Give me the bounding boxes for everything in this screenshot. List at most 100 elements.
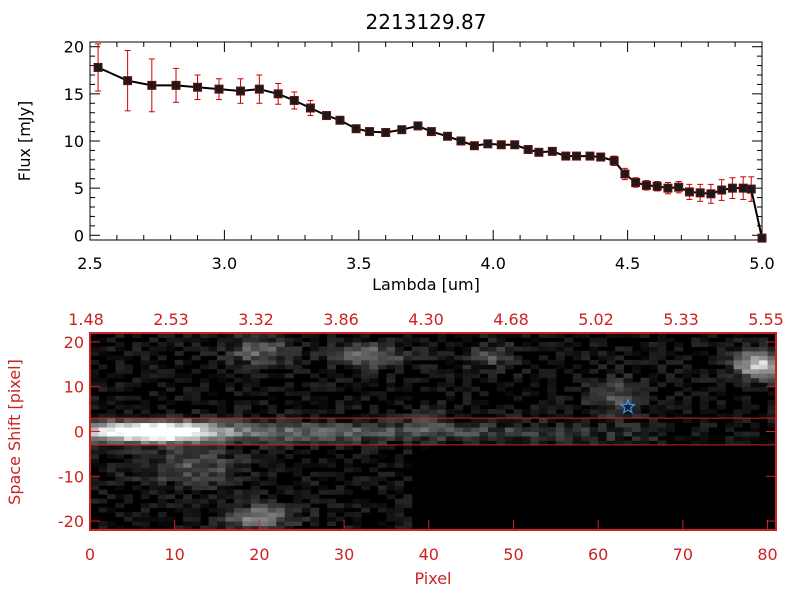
heatmap-cell <box>352 435 362 441</box>
heatmap-cell <box>344 427 354 432</box>
heatmap-cell <box>462 440 472 446</box>
heatmap-cell <box>310 373 320 379</box>
heatmap-cell <box>318 431 328 437</box>
heatmap-cell <box>157 355 167 361</box>
heatmap-cell <box>208 485 218 491</box>
heatmap-cell <box>547 427 557 432</box>
heatmap-cell <box>733 395 743 401</box>
heatmap-cell <box>530 337 540 343</box>
heatmap-cell <box>344 462 354 468</box>
heatmap-cell <box>488 333 498 338</box>
heatmap-cell <box>123 368 133 374</box>
heatmap-cell <box>420 440 430 446</box>
heatmap-cell <box>327 359 337 365</box>
heatmap-cell <box>691 377 701 383</box>
heatmap-cell <box>250 507 260 513</box>
data-point <box>510 140 520 150</box>
heatmap-cell <box>462 346 472 352</box>
heatmap-cell <box>344 422 354 428</box>
bottom-x-tick-label: 80 <box>757 545 777 564</box>
heatmap-cell <box>293 413 303 419</box>
heatmap-cell <box>132 471 142 477</box>
heatmap-cell <box>123 458 133 464</box>
heatmap-cell <box>140 377 150 383</box>
heatmap-cell <box>504 391 514 397</box>
heatmap-cell <box>310 516 320 522</box>
heatmap-cell <box>513 409 523 415</box>
heatmap-cell <box>293 391 303 397</box>
data-point <box>273 89 283 99</box>
heatmap-cell <box>157 512 167 518</box>
heatmap-cell <box>242 391 252 397</box>
heatmap-cell <box>708 395 718 401</box>
heatmap-cell <box>369 418 379 424</box>
heatmap-cell <box>174 489 184 495</box>
heatmap-cell <box>386 422 396 428</box>
heatmap-cell <box>106 400 116 406</box>
heatmap-cell <box>437 427 447 432</box>
heatmap-cell <box>200 333 210 338</box>
heatmap-cell <box>301 350 311 356</box>
heatmap-cell <box>242 489 252 495</box>
heatmap-cell <box>521 435 531 441</box>
bottom-x-tick-label: 10 <box>165 545 185 564</box>
heatmap-cell <box>361 382 370 388</box>
heatmap-cell <box>386 355 396 361</box>
heatmap-cell <box>361 337 370 343</box>
heatmap-cell <box>335 516 345 522</box>
heatmap-cell <box>640 333 650 338</box>
heatmap-cell <box>157 333 167 338</box>
heatmap-cell <box>504 404 514 410</box>
heatmap-cell <box>411 337 421 343</box>
heatmap-cell <box>149 377 159 383</box>
heatmap-cell <box>640 359 650 365</box>
heatmap-cell <box>233 391 243 397</box>
heatmap-cell <box>208 427 218 432</box>
heatmap-cell <box>742 337 752 343</box>
heatmap-cell <box>208 373 218 379</box>
heatmap-cell <box>225 355 235 361</box>
heatmap-cell <box>344 431 354 437</box>
heatmap-cell <box>648 404 658 410</box>
heatmap-cell <box>327 341 337 347</box>
heatmap-cell <box>284 337 294 343</box>
heatmap-cell <box>437 368 447 374</box>
heatmap-cell <box>259 516 269 522</box>
data-point <box>738 183 748 193</box>
heatmap-cell <box>140 476 150 482</box>
heatmap-cell <box>479 391 489 397</box>
data-point <box>397 125 407 135</box>
heatmap-cell <box>606 391 616 397</box>
data-point <box>381 128 391 138</box>
data-point <box>547 146 557 156</box>
heatmap-cell <box>310 355 320 361</box>
heatmap-cell <box>759 350 769 356</box>
data-point <box>674 182 684 192</box>
heatmap-cell <box>488 427 498 432</box>
heatmap-cell <box>106 427 116 432</box>
heatmap-cell <box>149 449 159 455</box>
heatmap-cell <box>284 489 294 495</box>
heatmap-cell <box>598 391 608 397</box>
heatmap-cell <box>276 512 286 518</box>
heatmap-cell <box>183 333 193 338</box>
heatmap-cell <box>437 413 447 419</box>
heatmap-cell <box>115 480 125 486</box>
heatmap-cell <box>208 364 218 370</box>
heatmap-cell <box>572 440 582 446</box>
heatmap-cell <box>293 498 303 504</box>
heatmap-cell <box>132 476 142 482</box>
heatmap-cell <box>682 418 692 424</box>
heatmap-cell <box>318 377 328 383</box>
heatmap-cell <box>284 431 294 437</box>
heatmap-cell <box>217 427 227 432</box>
heatmap-cell <box>267 453 277 459</box>
heatmap-cell <box>191 453 201 459</box>
heatmap-cell <box>183 458 193 464</box>
heatmap-cell <box>259 373 269 379</box>
heatmap-cell <box>521 409 531 415</box>
heatmap-cell <box>115 359 125 365</box>
heatmap-cell <box>623 350 633 356</box>
heatmap-cell <box>140 444 150 450</box>
heatmap-cell <box>674 404 684 410</box>
